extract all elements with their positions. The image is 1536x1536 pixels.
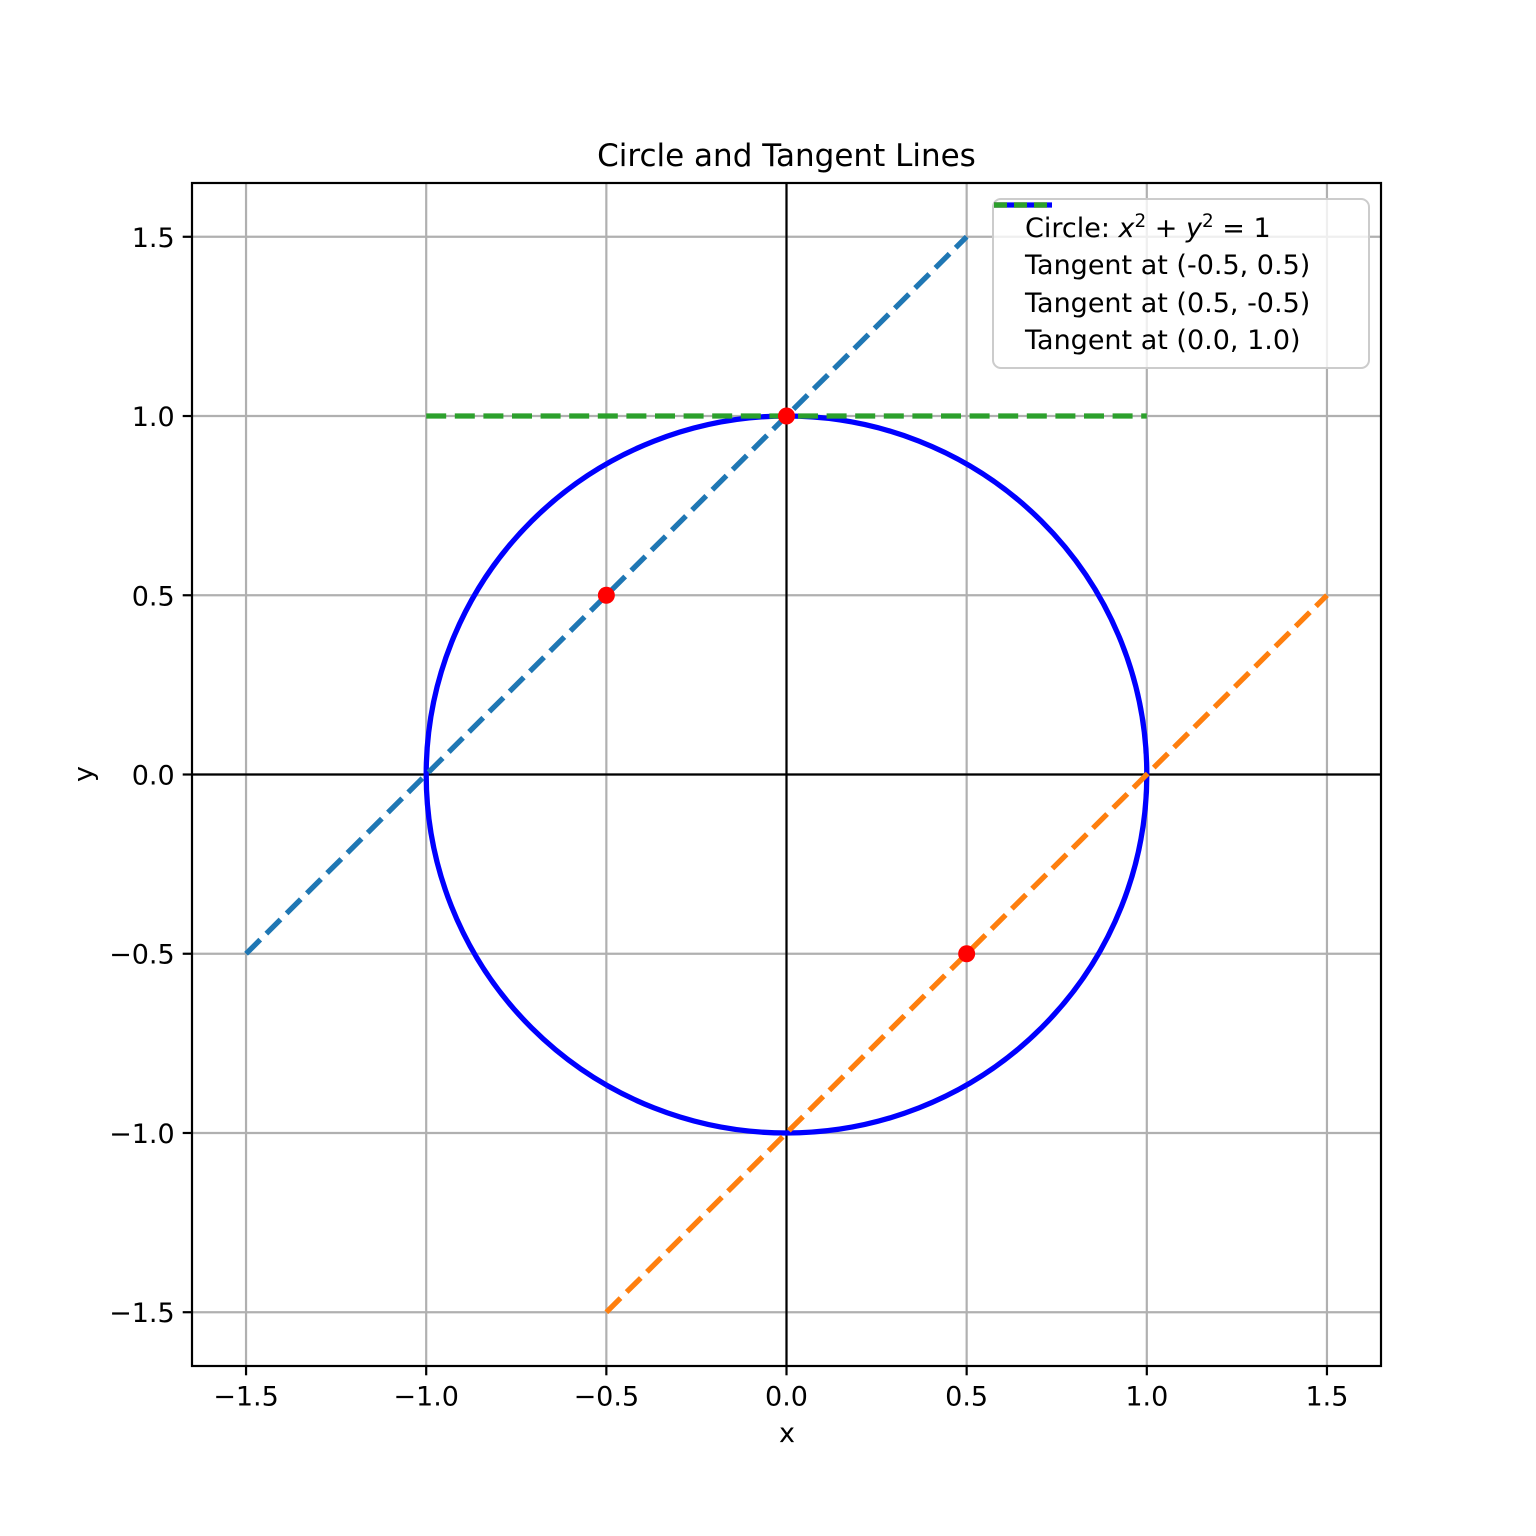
legend-label: Tangent at (-0.5, 0.5) — [1025, 250, 1311, 282]
y-tick-label: −1.0 — [109, 1119, 175, 1150]
y-tick-label: 0.0 — [132, 761, 175, 792]
legend-label: Tangent at (0.5, -0.5) — [1025, 287, 1311, 319]
series-tangent-at-(0.5,-0.5) — [604, 593, 1329, 1315]
legend: Circle: x2 + y2 = 1 Tangent at (-0.5, 0.5… — [992, 198, 1370, 369]
y-tick-label: −0.5 — [109, 940, 175, 971]
x-tick-label: 1.5 — [1305, 1381, 1348, 1412]
chart-title: Circle and Tangent Lines — [597, 138, 976, 174]
legend-item: Circle: x2 + y2 = 1 — [994, 202, 1362, 244]
series-tangent-at-(-0.5,0.5) — [244, 234, 969, 956]
x-tick-label: −1.5 — [213, 1381, 279, 1412]
x-tick-label: 1.0 — [1125, 1381, 1168, 1412]
legend-item: Tangent at (0.0, 1.0) — [994, 202, 1362, 357]
legend-line-swatch — [994, 202, 1052, 208]
y-tick-label: 0.5 — [132, 581, 175, 612]
tangent-point — [958, 945, 976, 963]
y-tick-label: 1.5 — [132, 223, 175, 254]
legend-item: Tangent at (0.5, -0.5) — [994, 202, 1362, 319]
legend-math: x2 + y2 = 1 — [1118, 210, 1271, 244]
y-axis-label: y — [68, 766, 100, 782]
legend-label: Tangent at (0.0, 1.0) — [1025, 325, 1301, 357]
x-tick-label: 0.0 — [765, 1381, 808, 1412]
tangent-point — [778, 407, 795, 425]
x-tick-label: −1.0 — [393, 1381, 459, 1412]
legend-label: Circle: x2 + y2 = 1 — [1025, 210, 1271, 244]
legend-item: Tangent at (-0.5, 0.5) — [994, 202, 1362, 282]
tangent-point — [597, 586, 615, 604]
x-tick-label: −0.5 — [574, 1381, 640, 1412]
x-axis-label: x — [779, 1418, 795, 1449]
y-tick-label: 1.0 — [132, 402, 175, 433]
x-tick-label: 0.5 — [945, 1381, 988, 1412]
y-tick-label: −1.5 — [109, 1298, 175, 1329]
